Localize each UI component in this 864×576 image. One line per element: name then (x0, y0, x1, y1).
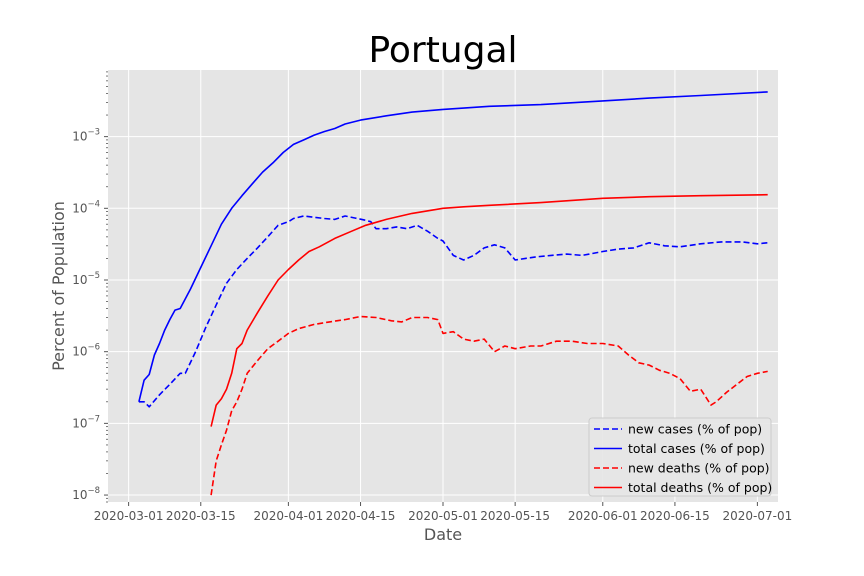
legend-label: new deaths (% of pop) (628, 461, 770, 476)
y-tick-label: 10−5 (72, 271, 100, 287)
y-tick-label: 10−4 (72, 199, 100, 215)
legend-label: new cases (% of pop) (628, 422, 762, 437)
legend-label: total deaths (% of pop) (628, 480, 772, 495)
series-line-3 (210, 193, 768, 427)
series-line-0 (138, 215, 768, 408)
series-line-2 (210, 315, 768, 496)
grid-lines (108, 70, 778, 502)
series-line-1 (138, 91, 768, 402)
x-tick-label: 2020-03-01 (94, 509, 164, 523)
legend: new cases (% of pop) total cases (% of po… (588, 417, 772, 497)
legend-frame (588, 417, 772, 497)
y-axis-ticks: 10−8 10−7 10−6 10−5 10−4 10−3 (72, 71, 108, 503)
chart-title: Portugal (368, 30, 517, 71)
x-tick-label: 2020-07-01 (723, 509, 793, 523)
x-tick-label: 2020-05-15 (480, 509, 550, 523)
legend-label: total cases (% of pop) (628, 441, 765, 456)
y-axis-label: Percent of Population (49, 201, 68, 371)
x-tick-label: 2020-04-15 (326, 509, 396, 523)
x-axis-ticks: 2020-03-01 2020-03-15 2020-04-01 2020-04-15… (94, 502, 793, 523)
y-tick-label: 10−6 (72, 343, 100, 359)
y-tick-label: 10−7 (72, 414, 100, 430)
x-tick-label: 2020-04-01 (254, 509, 324, 523)
x-tick-label: 2020-05-01 (408, 509, 478, 523)
series-layer (138, 91, 768, 496)
x-tick-label: 2020-06-15 (640, 509, 710, 523)
x-tick-label: 2020-03-15 (166, 509, 236, 523)
y-tick-label: 10−3 (72, 128, 100, 144)
x-axis-label: Date (424, 525, 462, 544)
x-tick-label: 2020-06-01 (568, 509, 638, 523)
y-tick-label: 10−8 (72, 486, 100, 502)
